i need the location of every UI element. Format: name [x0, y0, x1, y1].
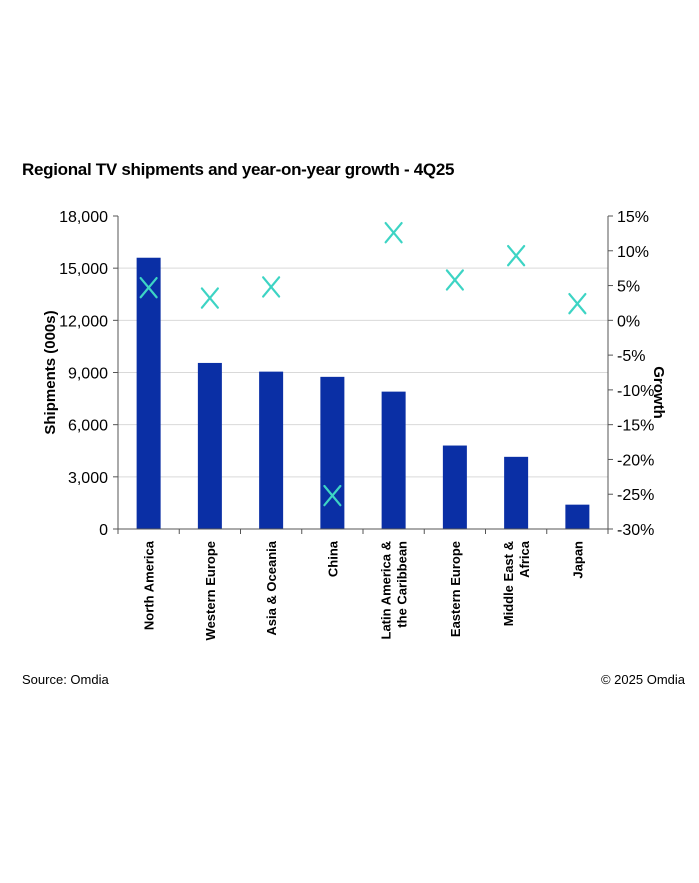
category-label: North America [142, 540, 157, 630]
right-tick-label: 10% [617, 244, 649, 261]
axes [117, 216, 609, 534]
bar [381, 391, 406, 529]
left-tick-label: 0 [99, 522, 108, 539]
growth-marker [323, 484, 342, 507]
growth-marker [200, 287, 219, 309]
right-tick-label: -20% [617, 452, 654, 469]
copyright-note: © 2025 Omdia [600, 672, 685, 687]
left-axis-title: Shipments (000s) [42, 310, 59, 434]
right-tick-label: -10% [617, 383, 654, 400]
right-tick-label: -25% [617, 487, 654, 504]
left-axis-ticks: 18,000 15,000 12,000 9,000 6,000 3,000 0 [59, 209, 118, 539]
bar-series [136, 257, 590, 529]
bar [259, 371, 284, 529]
category-label: Western Europe [203, 541, 218, 640]
category-label: Asia & Oceania [264, 540, 279, 635]
right-tick-label: -5% [617, 348, 645, 365]
growth-markers [139, 221, 587, 507]
bar [197, 362, 222, 529]
growth-marker [139, 276, 158, 299]
chart-title: Regional TV shipments and year-on-year g… [22, 160, 455, 179]
growth-marker [568, 292, 587, 315]
bar [442, 445, 467, 529]
bar [504, 456, 529, 529]
right-tick-label: 15% [617, 209, 649, 226]
right-tick-label: 0% [617, 313, 640, 330]
left-tick-label: 12,000 [59, 313, 108, 330]
category-label: Latin America & [379, 541, 394, 640]
left-tick-label: 3,000 [68, 470, 108, 487]
category-label: Middle East & [501, 541, 516, 626]
category-label: the Caribbean [395, 541, 410, 628]
growth-marker [507, 244, 526, 267]
category-label: Africa [517, 540, 532, 578]
category-label: China [325, 540, 340, 577]
right-axis-title: Growth [650, 366, 667, 419]
left-tick-label: 15,000 [59, 261, 108, 278]
gridlines [118, 267, 608, 478]
growth-marker [384, 221, 403, 244]
right-tick-label: -30% [617, 522, 654, 539]
bar [136, 257, 161, 529]
growth-marker [262, 276, 281, 298]
growth-marker [445, 269, 464, 291]
left-tick-label: 6,000 [68, 418, 108, 435]
left-tick-label: 18,000 [59, 209, 108, 226]
category-labels: North America Western Europe Asia & Oceani… [142, 540, 586, 640]
right-tick-label: -15% [617, 418, 654, 435]
category-label: Eastern Europe [448, 541, 463, 637]
left-tick-label: 9,000 [68, 366, 108, 383]
right-tick-label: 5% [617, 279, 640, 296]
bar [565, 504, 590, 529]
source-note: Source: Omdia [22, 672, 109, 687]
category-label: Japan [570, 541, 585, 579]
right-axis-ticks: 15% 10% 5% 0% -5% -10% -15% -20% -25% -30% [608, 209, 654, 539]
